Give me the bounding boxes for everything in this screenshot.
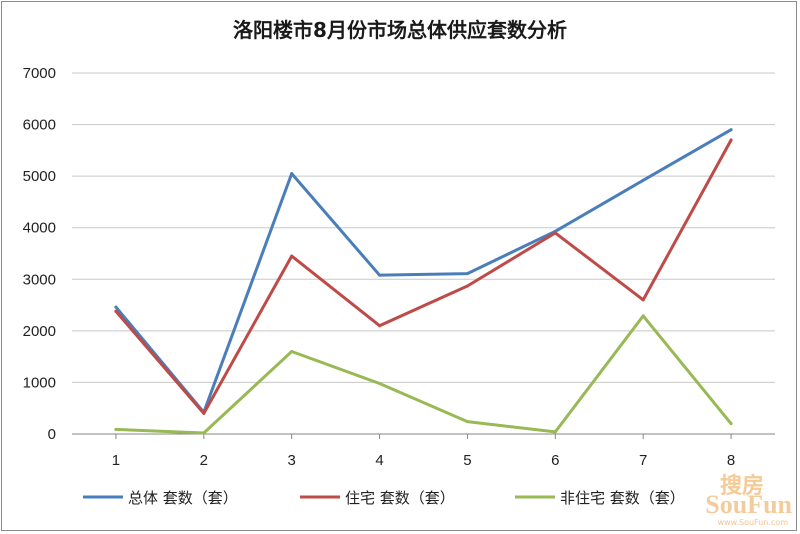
legend-label-1: 总体 套数（套） — [128, 489, 238, 507]
x-tick-label: 5 — [463, 452, 471, 469]
data-point — [378, 324, 382, 328]
x-axis-ticks: 1 2 3 4 5 6 7 8 — [112, 434, 735, 469]
y-tick-label: 2000 — [23, 323, 56, 340]
data-point — [114, 305, 118, 309]
series-line-2 — [114, 138, 733, 415]
x-tick-label: 4 — [375, 452, 383, 469]
watermark-top-text: 搜房 — [719, 474, 764, 499]
data-point — [729, 138, 733, 142]
x-tick-label: 2 — [200, 452, 208, 469]
y-tick-label: 4000 — [23, 220, 56, 237]
data-point — [465, 420, 469, 424]
data-point — [641, 178, 645, 182]
x-tick-label: 3 — [288, 452, 296, 469]
data-point — [202, 411, 206, 415]
x-tick-label: 8 — [727, 452, 735, 469]
series-line-1 — [114, 128, 733, 414]
x-tick-label: 6 — [551, 452, 559, 469]
y-tick-label: 5000 — [23, 168, 56, 185]
y-tick-label: 3000 — [23, 271, 56, 288]
y-tick-label: 6000 — [23, 117, 56, 134]
data-point — [465, 272, 469, 276]
y-tick-label: 7000 — [23, 65, 56, 82]
legend-label-2: 住宅 套数（套） — [345, 489, 455, 507]
data-point — [378, 273, 382, 277]
series-line-3 — [114, 314, 733, 435]
x-tick-label: 7 — [639, 452, 647, 469]
data-point — [290, 172, 294, 176]
gridlines — [72, 72, 775, 435]
y-tick-label: 0 — [48, 426, 56, 443]
data-point — [553, 430, 557, 434]
legend-label-3: 非住宅 套数（套） — [560, 489, 685, 507]
series-lines — [114, 128, 733, 435]
soufun-watermark: 搜房 SouFun www.SouFun.com — [672, 468, 792, 528]
data-point — [202, 431, 206, 435]
data-point — [290, 349, 294, 353]
legend: 总体 套数（套） 住宅 套数（套） 非住宅 套数（套） — [83, 489, 685, 507]
data-point — [641, 314, 645, 318]
data-point — [290, 254, 294, 258]
y-axis-ticks: 0 1000 2000 3000 4000 5000 6000 7000 — [23, 65, 56, 443]
data-point — [378, 381, 382, 385]
data-point — [641, 298, 645, 302]
data-point — [553, 231, 557, 235]
data-point — [114, 309, 118, 313]
data-point — [465, 284, 469, 288]
x-tick-label: 1 — [112, 452, 120, 469]
data-point — [114, 427, 118, 431]
watermark-main-text: SouFun — [705, 490, 792, 519]
y-tick-label: 1000 — [23, 374, 56, 391]
chart-title: 洛阳楼市8月份市场总体供应套数分析 — [233, 18, 567, 42]
data-point — [729, 422, 733, 426]
data-point — [729, 128, 733, 132]
watermark-sub-text: www.SouFun.com — [717, 518, 788, 527]
